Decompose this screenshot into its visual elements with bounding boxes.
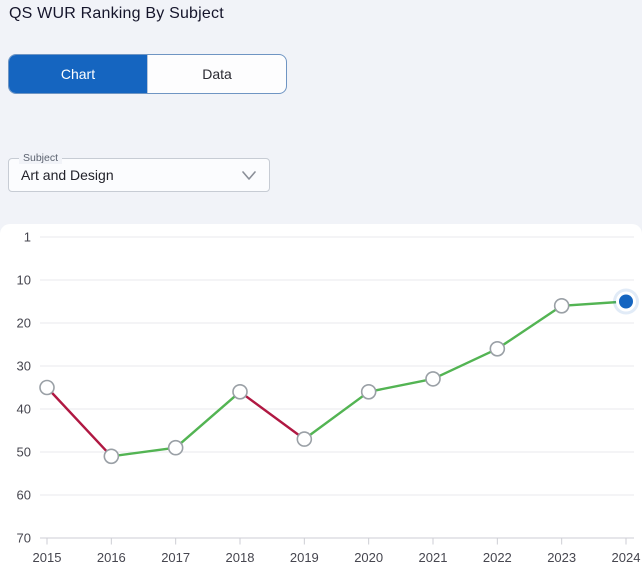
y-tick-label: 50 xyxy=(17,445,31,460)
chevron-down-icon xyxy=(241,169,257,181)
ranking-line-chart: 1 10 20 30 40 50 60 70 2015 2016 2017 2018 2019 2020 2… xyxy=(0,224,642,576)
line-segment xyxy=(174,390,242,449)
x-tick-label: 2019 xyxy=(290,550,319,565)
x-tick-label: 2024 xyxy=(612,550,641,565)
y-tick-label: 20 xyxy=(17,316,31,331)
tab-data[interactable]: Data xyxy=(147,55,286,93)
line-segment xyxy=(431,347,499,381)
data-point[interactable] xyxy=(103,448,120,465)
tab-chart[interactable]: Chart xyxy=(9,55,147,93)
line-segment xyxy=(45,386,113,458)
data-point[interactable] xyxy=(425,371,441,387)
data-point[interactable] xyxy=(296,431,313,447)
y-tick-label: 30 xyxy=(17,359,31,374)
subject-dropdown-label: Subject xyxy=(19,152,63,164)
line-segment xyxy=(238,390,306,441)
data-point[interactable] xyxy=(553,298,570,314)
view-tab-group: Chart Data xyxy=(8,54,287,94)
line-segment xyxy=(303,390,370,441)
x-tick-label: 2021 xyxy=(419,550,448,565)
x-tick-label: 2020 xyxy=(354,550,383,565)
data-point[interactable] xyxy=(232,384,248,400)
data-point-latest[interactable] xyxy=(619,294,633,309)
data-point[interactable] xyxy=(489,341,506,357)
x-tick-label: 2023 xyxy=(547,550,576,565)
line-segment xyxy=(560,300,628,308)
y-tick-label: 1 xyxy=(24,230,31,245)
subject-dropdown-value: Art and Design xyxy=(21,167,114,183)
line-segment xyxy=(367,377,435,394)
y-tick-label: 70 xyxy=(17,531,31,546)
y-tick-label: 10 xyxy=(17,273,31,288)
y-tick-label: 40 xyxy=(17,402,31,417)
chart-panel: 1 10 20 30 40 50 60 70 2015 2016 2017 2018 2019 2020 2… xyxy=(0,224,642,576)
x-tick-label: 2018 xyxy=(226,550,255,565)
y-tick-label: 60 xyxy=(17,488,31,503)
data-point[interactable] xyxy=(39,379,55,396)
subject-dropdown[interactable]: Subject Art and Design xyxy=(8,152,270,192)
line-segment xyxy=(110,446,177,458)
line-segment xyxy=(496,304,563,351)
data-point[interactable] xyxy=(167,439,184,456)
x-tick-label: 2022 xyxy=(483,550,512,565)
x-tick-label: 2016 xyxy=(97,550,126,565)
data-point[interactable] xyxy=(360,384,377,400)
x-tick-label: 2015 xyxy=(33,550,62,565)
page-title: QS WUR Ranking By Subject xyxy=(9,5,224,22)
x-tick-label: 2017 xyxy=(161,550,190,565)
